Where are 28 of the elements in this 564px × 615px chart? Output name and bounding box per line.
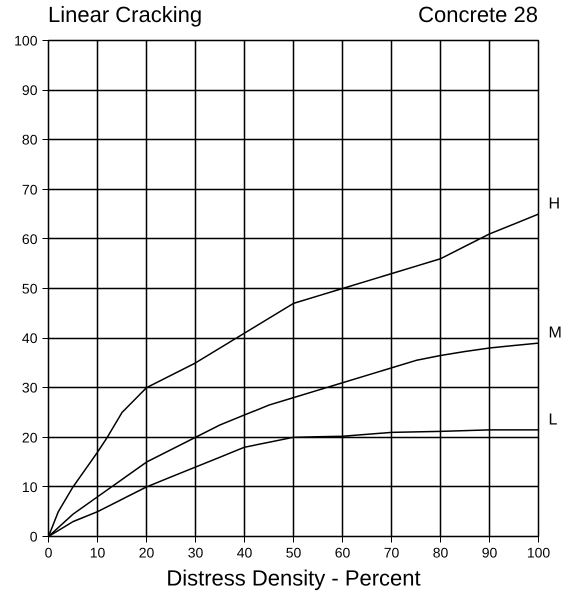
y-tick-label: 100 (14, 32, 38, 48)
y-tick-label: 70 (22, 181, 38, 198)
x-tick-label: 50 (286, 544, 302, 560)
x-tick-label: 0 (44, 544, 53, 560)
x-tick-label: 60 (334, 544, 350, 560)
x-tick-label: 100 (526, 544, 550, 560)
x-axis-title: Distress Density - Percent (166, 566, 421, 590)
x-tick-label: 90 (482, 544, 498, 560)
series-label: M (548, 324, 562, 342)
y-tick-label: 30 (22, 380, 38, 396)
subtitle: Concrete 28 (418, 1, 538, 29)
y-tick-label: 0 (30, 528, 38, 544)
y-tick-label: 40 (22, 330, 38, 346)
x-tick-label: 40 (236, 544, 252, 560)
y-tick-label: 60 (22, 230, 38, 247)
x-tick-label: 10 (90, 544, 106, 560)
y-tick-label: 10 (22, 478, 38, 495)
x-tick-label: 70 (384, 544, 400, 560)
x-tick-label: 30 (188, 544, 204, 560)
series-label: L (548, 411, 558, 428)
y-tick-label: 80 (22, 132, 38, 148)
y-tick-label: 50 (22, 280, 38, 296)
title: Linear Cracking (48, 1, 202, 29)
x-tick-label: 20 (138, 544, 154, 560)
series-label: H (548, 196, 560, 213)
y-tick-label: 90 (22, 82, 38, 98)
y-tick-label: 20 (22, 429, 38, 446)
x-tick-label: 80 (432, 544, 448, 560)
